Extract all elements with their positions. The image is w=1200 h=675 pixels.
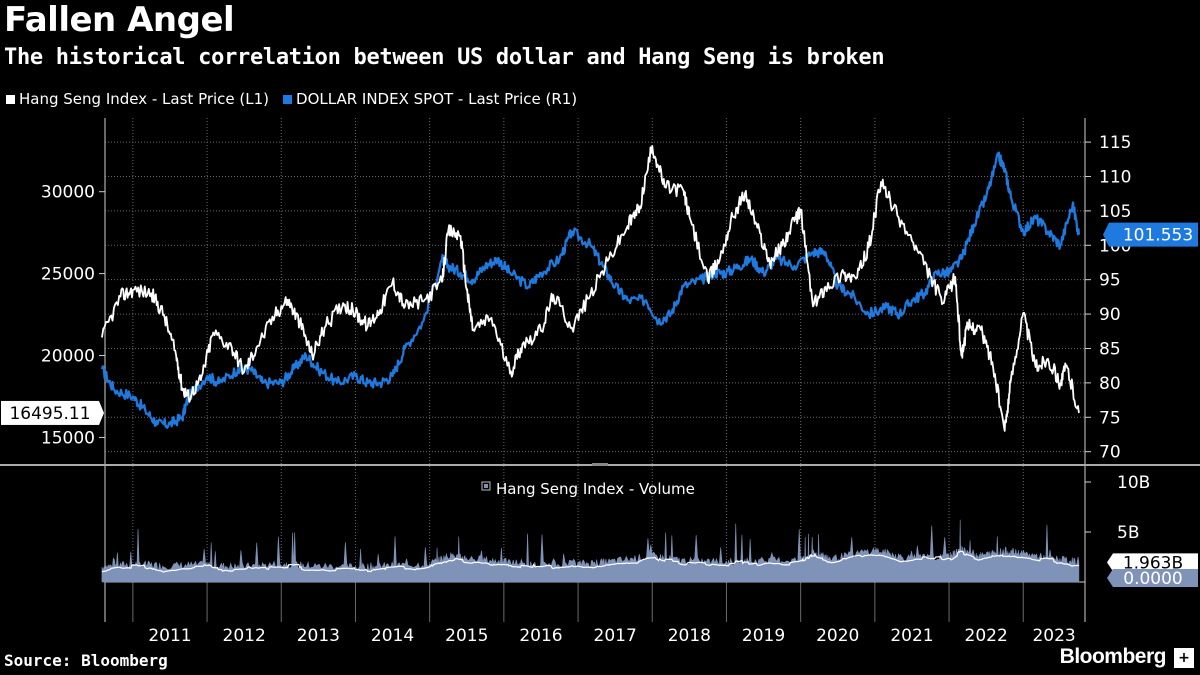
x-tick-label: 2011 [148,626,191,646]
right-tick-label: 110 [1099,167,1131,187]
x-tick-label: 2017 [594,626,637,646]
right-tick-label: 85 [1099,339,1121,359]
legend-swatch-dxy [283,94,293,104]
dxy-last-value-box [1103,222,1198,247]
chart-title: Fallen Angel [4,0,235,40]
legend-label-hsi: Hang Seng Index - Last Price (L1) [19,90,270,108]
hang-seng-line [101,144,1080,432]
x-tick-label: 2013 [297,626,340,646]
hsi-last-value: 16495.11 [9,404,90,424]
volume-legend-label: Hang Seng Index - Volume [496,480,695,498]
x-tick-label: 2015 [445,626,488,646]
left-tick-label: 25000 [41,265,95,285]
right-tick-label: 105 [1099,202,1131,222]
x-tick-label: 2021 [890,626,933,646]
volume-zero-box [1107,569,1198,587]
volume-area [101,519,1080,583]
right-tick-label: 80 [1099,374,1121,394]
x-tick-label: 2019 [742,626,785,646]
right-tick-label: 115 [1099,133,1131,153]
volume-tick-label: 5B [1117,523,1139,543]
dollar-index-line [100,151,1080,429]
dxy-last-value: 101.553 [1123,226,1193,246]
left-tick-label: 20000 [41,347,95,367]
x-tick-label: 2016 [519,626,562,646]
x-tick-label: 2022 [965,626,1008,646]
volume-zero-label: 0.0000 [1123,569,1182,589]
volume-last-value-box [1107,553,1198,572]
brand-logo-text: Bloomberg [1059,645,1167,668]
left-tick-label: 15000 [41,428,95,448]
panel-resize-handle [592,463,608,466]
x-tick-label: 2018 [668,626,711,646]
legend-item-hsi: Hang Seng Index - Last Price (L1) [6,90,269,108]
legend-swatch-hsi [6,94,15,104]
volume-legend-swatch [484,484,488,488]
hsi-last-value-box [1,400,99,425]
legend-label-dxy: DOLLAR INDEX SPOT - Last Price (R1) [296,90,578,108]
volume-average-line [101,550,1080,573]
hsi-last-value-pointer [99,400,104,425]
left-tick-label: 30000 [41,183,95,203]
x-tick-label: 2023 [1032,626,1075,646]
volume-last-value: 1.963B [1123,553,1183,573]
right-tick-label: 95 [1099,271,1121,291]
right-tick-label: 90 [1099,305,1121,325]
chart-subtitle: The historical correlation between US do… [4,45,885,70]
legend-item-dxy: DOLLAR INDEX SPOT - Last Price (R1) [283,90,577,108]
x-tick-label: 2020 [816,626,859,646]
right-tick-label: 70 [1099,443,1121,463]
main-legend: Hang Seng Index - Last Price (L1) DOLLAR… [6,90,577,108]
volume-legend-swatch-frame [481,481,491,491]
right-tick-label: 75 [1099,408,1121,428]
x-tick-label: 2014 [371,626,414,646]
source-note: Source: Bloomberg [4,651,168,670]
brand-plus-icon: + [1174,648,1194,668]
volume-tick-label: 10B [1117,473,1150,493]
x-tick-label: 2012 [223,626,266,646]
